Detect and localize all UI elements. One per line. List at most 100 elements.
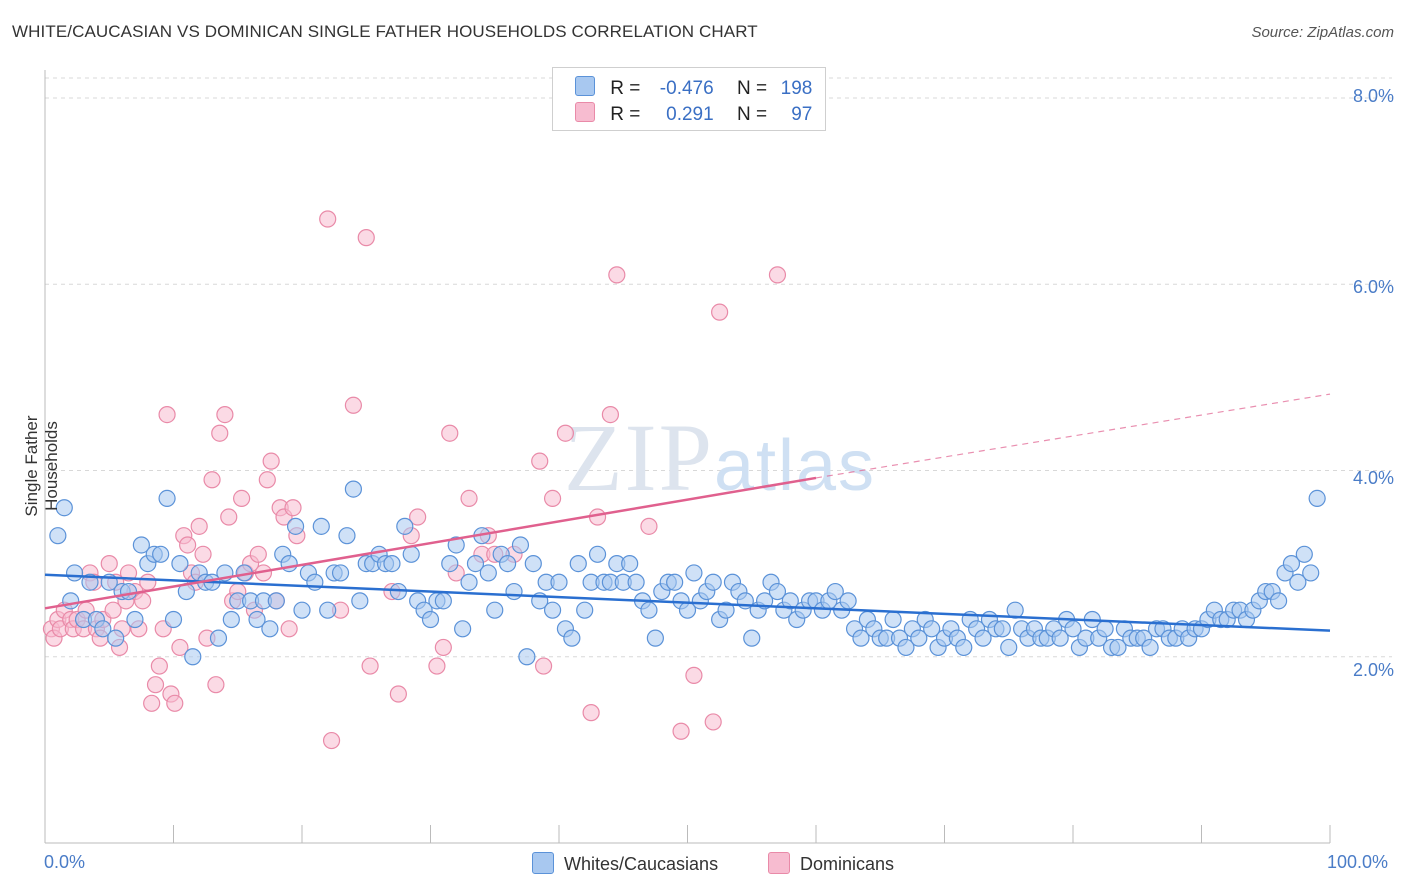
white-point bbox=[852, 629, 870, 647]
dominicans-trend-line bbox=[44, 476, 817, 610]
watermark: ZIPatlas bbox=[564, 404, 876, 511]
n-value: 97 bbox=[791, 104, 813, 125]
white-point bbox=[171, 555, 189, 573]
white-point bbox=[1289, 573, 1307, 591]
n-label: N = bbox=[736, 78, 768, 99]
white-point bbox=[447, 536, 465, 554]
dominican-point bbox=[258, 471, 276, 489]
dominican-point bbox=[361, 657, 379, 675]
dominican-point bbox=[139, 573, 157, 591]
dominican-point bbox=[143, 694, 161, 712]
dominican-point bbox=[460, 489, 478, 508]
legend-row-dominicans: R = 0.291 N = 97 bbox=[575, 102, 812, 126]
dominican-point bbox=[284, 499, 302, 517]
white-point bbox=[338, 527, 356, 545]
white-point bbox=[1109, 638, 1127, 657]
dominican-point bbox=[441, 424, 459, 442]
white-point bbox=[94, 620, 112, 638]
stats-legend: R = -0.476 N = 198 R = 0.291 N = 97 bbox=[552, 67, 826, 131]
dominican-point bbox=[220, 508, 238, 526]
legend-row-whites: R = -0.476 N = 198 bbox=[575, 76, 812, 100]
white-point bbox=[1282, 555, 1301, 573]
trend-lines bbox=[44, 393, 1331, 632]
dominican-point bbox=[409, 508, 427, 526]
dominican-point bbox=[203, 471, 221, 489]
white-point bbox=[222, 610, 240, 629]
y-tick-4: 4.0% bbox=[1352, 468, 1394, 488]
white-point bbox=[826, 582, 844, 601]
dominican-point bbox=[389, 685, 407, 703]
white-point bbox=[434, 592, 452, 610]
dominican-point bbox=[104, 601, 122, 619]
dominican-point bbox=[556, 424, 575, 442]
r-label: R = bbox=[610, 104, 641, 125]
white-point bbox=[421, 610, 440, 629]
white-point bbox=[923, 620, 941, 638]
dominican-point bbox=[322, 731, 341, 750]
white-point bbox=[646, 629, 664, 647]
white-point bbox=[743, 629, 761, 647]
blue-swatch bbox=[575, 76, 595, 96]
dominican-point bbox=[357, 229, 375, 247]
white-point bbox=[184, 648, 202, 666]
whites-points bbox=[49, 480, 1326, 666]
white-point bbox=[550, 573, 568, 591]
white-point bbox=[621, 555, 639, 573]
white-point bbox=[119, 582, 138, 601]
dominican-point bbox=[194, 545, 212, 563]
white-point bbox=[543, 601, 562, 619]
white-point bbox=[781, 592, 799, 610]
dominican-point bbox=[319, 210, 337, 228]
dominican-point bbox=[207, 676, 225, 694]
white-point bbox=[55, 499, 73, 517]
dominican-point bbox=[216, 405, 234, 424]
white-point bbox=[569, 555, 587, 573]
legend-item-whites: Whites/Caucasians bbox=[532, 852, 718, 875]
white-point bbox=[1141, 638, 1159, 657]
white-point bbox=[107, 629, 125, 647]
dominican-point bbox=[608, 266, 626, 284]
dominican-point bbox=[711, 303, 729, 321]
dominican-point bbox=[434, 638, 452, 657]
dominican-point bbox=[543, 489, 562, 508]
x-tick-max: 100.0% bbox=[1327, 852, 1389, 872]
white-point bbox=[132, 536, 150, 554]
r-value: -0.476 bbox=[659, 78, 714, 99]
white-point bbox=[396, 517, 414, 535]
white-point bbox=[293, 601, 311, 619]
white-point bbox=[588, 545, 607, 563]
dominican-point bbox=[171, 638, 189, 657]
chart-title: WHITE/CAUCASIAN VS DOMINICAN SINGLE FATH… bbox=[12, 22, 758, 41]
white-point bbox=[466, 555, 485, 573]
white-point bbox=[158, 489, 176, 508]
white-point bbox=[81, 573, 99, 591]
white-point bbox=[486, 601, 504, 619]
white-point bbox=[479, 564, 497, 582]
white-point bbox=[955, 638, 973, 657]
dominican-point bbox=[582, 704, 600, 722]
white-point bbox=[524, 555, 542, 573]
dominican-point bbox=[146, 676, 165, 694]
x-tick-min: 0.0% bbox=[44, 852, 86, 872]
dominican-point bbox=[534, 657, 553, 675]
r-value: 0.291 bbox=[666, 104, 714, 125]
dominican-point bbox=[249, 545, 267, 563]
dominican-point bbox=[344, 396, 362, 414]
dominican-point bbox=[531, 452, 549, 470]
dominican-point bbox=[158, 405, 176, 424]
dominican-point bbox=[685, 666, 703, 684]
white-point bbox=[563, 629, 581, 647]
legend-label: Dominicans bbox=[800, 854, 895, 874]
dominican-point bbox=[601, 405, 620, 424]
white-point bbox=[666, 573, 684, 591]
dominican-point bbox=[262, 452, 280, 470]
white-point bbox=[351, 592, 369, 610]
whites-trend-line bbox=[44, 573, 1331, 632]
white-point bbox=[248, 610, 266, 629]
dominican-point bbox=[119, 564, 138, 582]
white-point bbox=[1295, 545, 1313, 563]
white-point bbox=[505, 582, 523, 601]
white-point bbox=[454, 620, 472, 638]
white-point bbox=[152, 545, 170, 563]
